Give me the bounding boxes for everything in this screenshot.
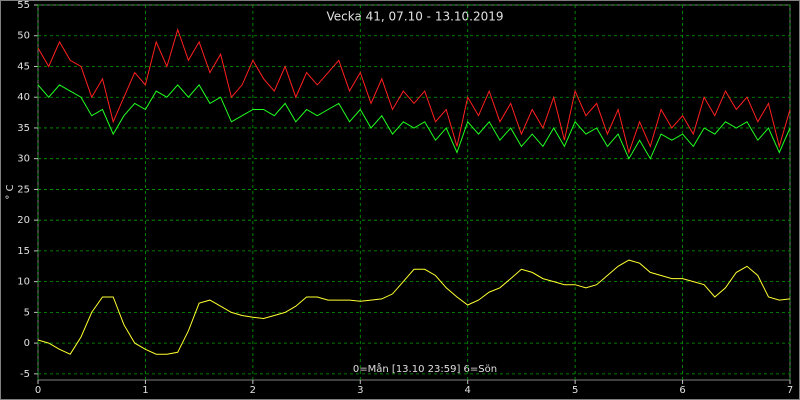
x-tick-label: 1 [142, 385, 148, 396]
x-axis-label: 0=Mån [13.10 23:59] 6=Sön [353, 362, 497, 375]
data-line [37, 84, 791, 160]
x-tick-label: 0 [35, 385, 41, 396]
data-line [37, 27, 791, 155]
data-line [37, 259, 791, 355]
y-tick-label: 0 [24, 338, 30, 349]
x-tick-label: 4 [465, 385, 471, 396]
y-tick-label: 25 [17, 184, 30, 195]
y-tick-label: -5 [20, 369, 30, 380]
y-tick-label: 45 [17, 61, 30, 72]
y-tick-label: 55 [17, 0, 30, 11]
y-tick-label: 15 [17, 246, 30, 257]
y-tick-label: 30 [17, 154, 30, 165]
y-tick-label: 50 [17, 31, 30, 42]
x-tick-label: 7 [787, 385, 793, 396]
y-tick-label: 10 [17, 277, 30, 288]
y-tick-label: 40 [17, 92, 30, 103]
y-tick-label: 35 [17, 123, 30, 134]
y-tick-label: 5 [24, 307, 30, 318]
y-axis-label: ° C [5, 184, 16, 199]
x-tick-label: 3 [357, 385, 363, 396]
x-tick-label: 5 [572, 385, 578, 396]
x-tick-label: 2 [250, 385, 256, 396]
y-tick-label: 20 [17, 215, 30, 226]
x-tick-label: 6 [679, 385, 685, 396]
chart-title: Vecka 41, 07.10 - 13.10.2019 [326, 10, 503, 24]
